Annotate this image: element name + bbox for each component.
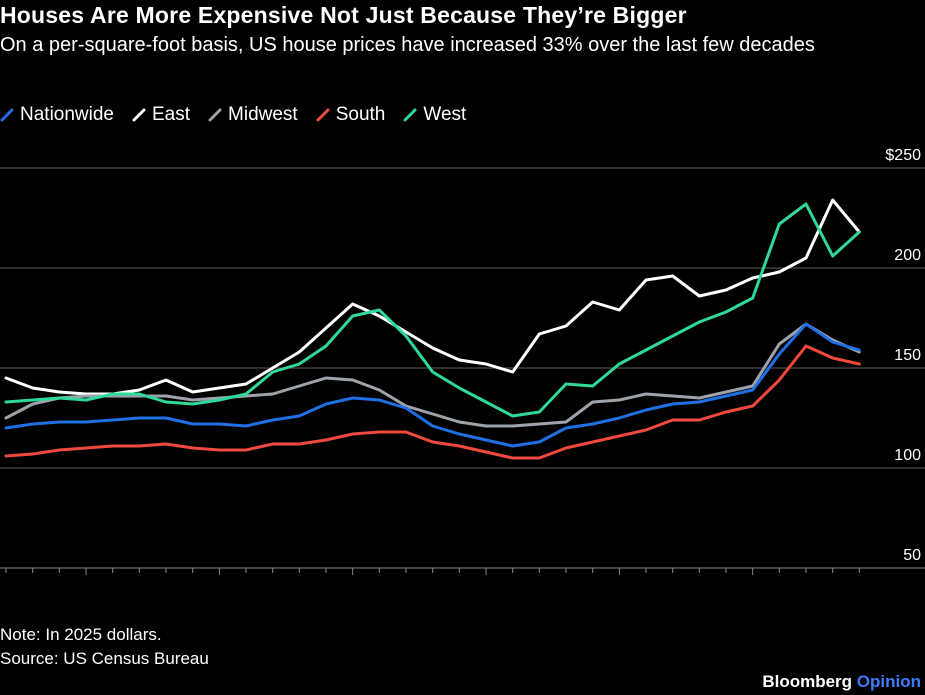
legend-label: Nationwide bbox=[20, 104, 114, 125]
legend-swatch-icon bbox=[0, 108, 14, 122]
legend-item-midwest: Midwest bbox=[208, 104, 298, 126]
brand-name: Bloomberg bbox=[762, 672, 853, 691]
y-tick-label: 100 bbox=[894, 447, 921, 464]
series-line-nationwide bbox=[4, 322, 861, 448]
legend-label: West bbox=[423, 104, 467, 125]
legend-label: South bbox=[335, 104, 386, 125]
y-tick-label: 150 bbox=[894, 347, 921, 364]
chart-title: Houses Are More Expensive Not Just Becau… bbox=[0, 2, 687, 28]
line-chart: 50 100 150 200 $250 199520002005201020152020 bbox=[0, 147, 925, 575]
legend-swatch-icon bbox=[403, 108, 417, 122]
series-line-south bbox=[4, 344, 861, 460]
x-axis-ticks: 199520002005201020152020 bbox=[5, 568, 860, 575]
chart-subtitle: On a per-square-foot basis, US house pri… bbox=[0, 34, 815, 56]
legend-item-west: West bbox=[403, 104, 466, 126]
legend-item-east: East bbox=[132, 104, 190, 126]
gridlines bbox=[0, 167, 925, 569]
legend-label: East bbox=[152, 104, 191, 125]
legend: Nationwide East Midwest South West bbox=[0, 102, 466, 128]
brand-logo: Bloomberg Opinion bbox=[762, 672, 921, 692]
y-tick-label: $250 bbox=[885, 147, 921, 164]
brand-suffix: Opinion bbox=[856, 672, 921, 691]
source-text: Source: US Census Bureau bbox=[0, 649, 209, 668]
y-tick-label: 200 bbox=[894, 247, 921, 264]
series-line-east bbox=[4, 198, 861, 396]
y-axis-ticks: 50 100 150 200 $250 bbox=[885, 147, 921, 564]
legend-label: Midwest bbox=[228, 104, 298, 125]
series-line-west bbox=[4, 202, 861, 418]
legend-item-south: South bbox=[316, 104, 386, 126]
legend-swatch-icon bbox=[316, 108, 330, 122]
note-text: Note: In 2025 dollars. bbox=[0, 625, 162, 644]
chart-notes: Note: In 2025 dollars. Source: US Census… bbox=[0, 623, 209, 671]
legend-swatch-icon bbox=[132, 108, 146, 122]
y-tick-label: 50 bbox=[903, 547, 921, 564]
legend-item-nationwide: Nationwide bbox=[0, 104, 114, 126]
series-lines bbox=[4, 198, 861, 460]
legend-swatch-icon bbox=[208, 108, 222, 122]
